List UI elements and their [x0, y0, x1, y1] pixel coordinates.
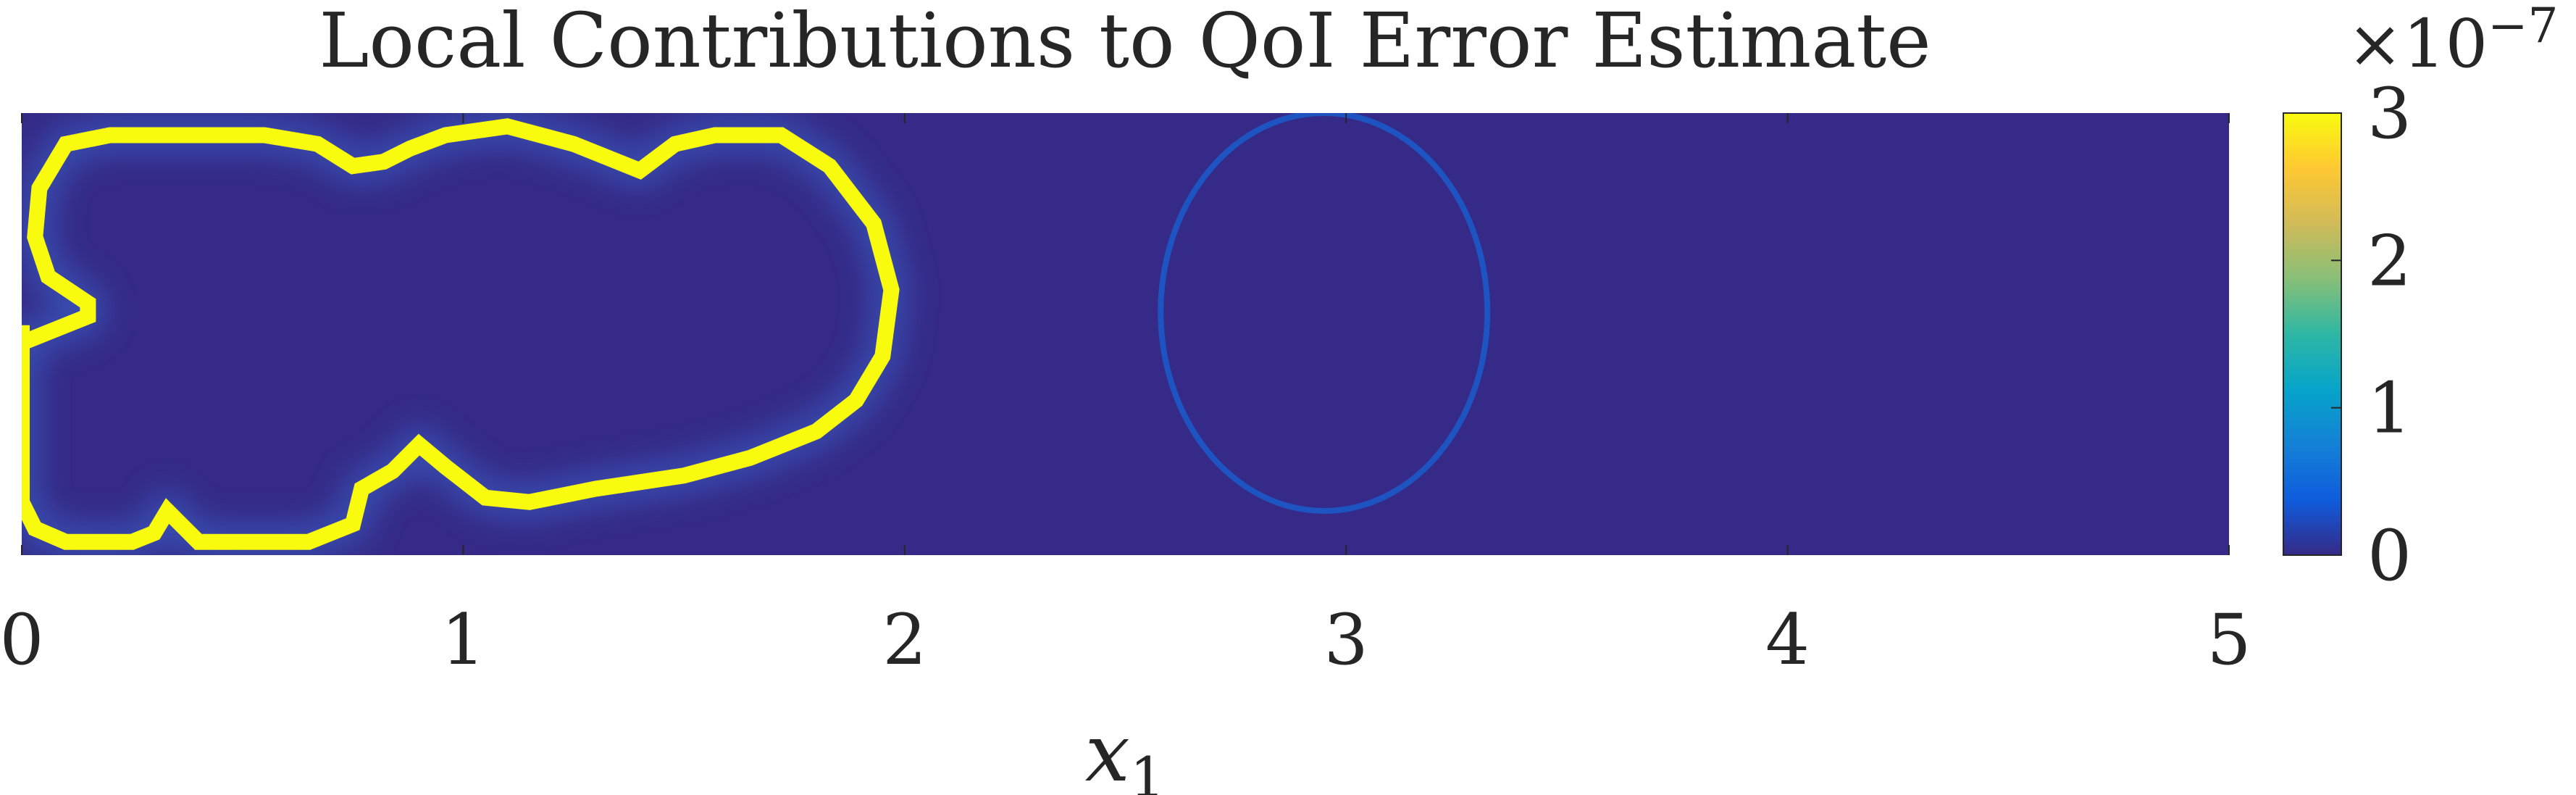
x-tick-label: 5	[2207, 599, 2251, 680]
colorbar-tick-label: 3	[2367, 73, 2412, 154]
colorbar: 0 1 2 3 ×10−7	[2283, 0, 2558, 596]
x-axis: 0 1 2 3 4 5	[0, 113, 2251, 680]
colorbar-tick-label: 2	[2367, 220, 2412, 301]
colorbar-multiplier-exponent: −7	[2488, 0, 2558, 54]
heatmap-plot-area	[22, 113, 2229, 555]
x-tick-label: 2	[882, 599, 927, 680]
colorbar-tick-label: 0	[2367, 515, 2412, 596]
x-axis-label: x1	[1085, 707, 1165, 795]
colorbar-multiplier: ×10−7	[2347, 0, 2558, 83]
x-axis-label-base: x	[1085, 707, 1130, 795]
colorbar-multiplier-prefix: ×10	[2347, 5, 2488, 83]
faint-ring	[1158, 113, 1491, 514]
x-tick-label: 4	[1765, 599, 1810, 680]
x-tick-label: 0	[0, 599, 44, 680]
x-tick-label: 1	[441, 599, 485, 680]
chart-title: Local Contributions to QoI Error Estimat…	[319, 0, 1931, 85]
colorbar-tick-label: 1	[2367, 368, 2412, 449]
saturated-contour	[22, 118, 900, 550]
x-axis-label-subscript: 1	[1130, 745, 1165, 795]
x-tick-label: 3	[1324, 599, 1368, 680]
colorbar-gradient	[2283, 112, 2342, 556]
